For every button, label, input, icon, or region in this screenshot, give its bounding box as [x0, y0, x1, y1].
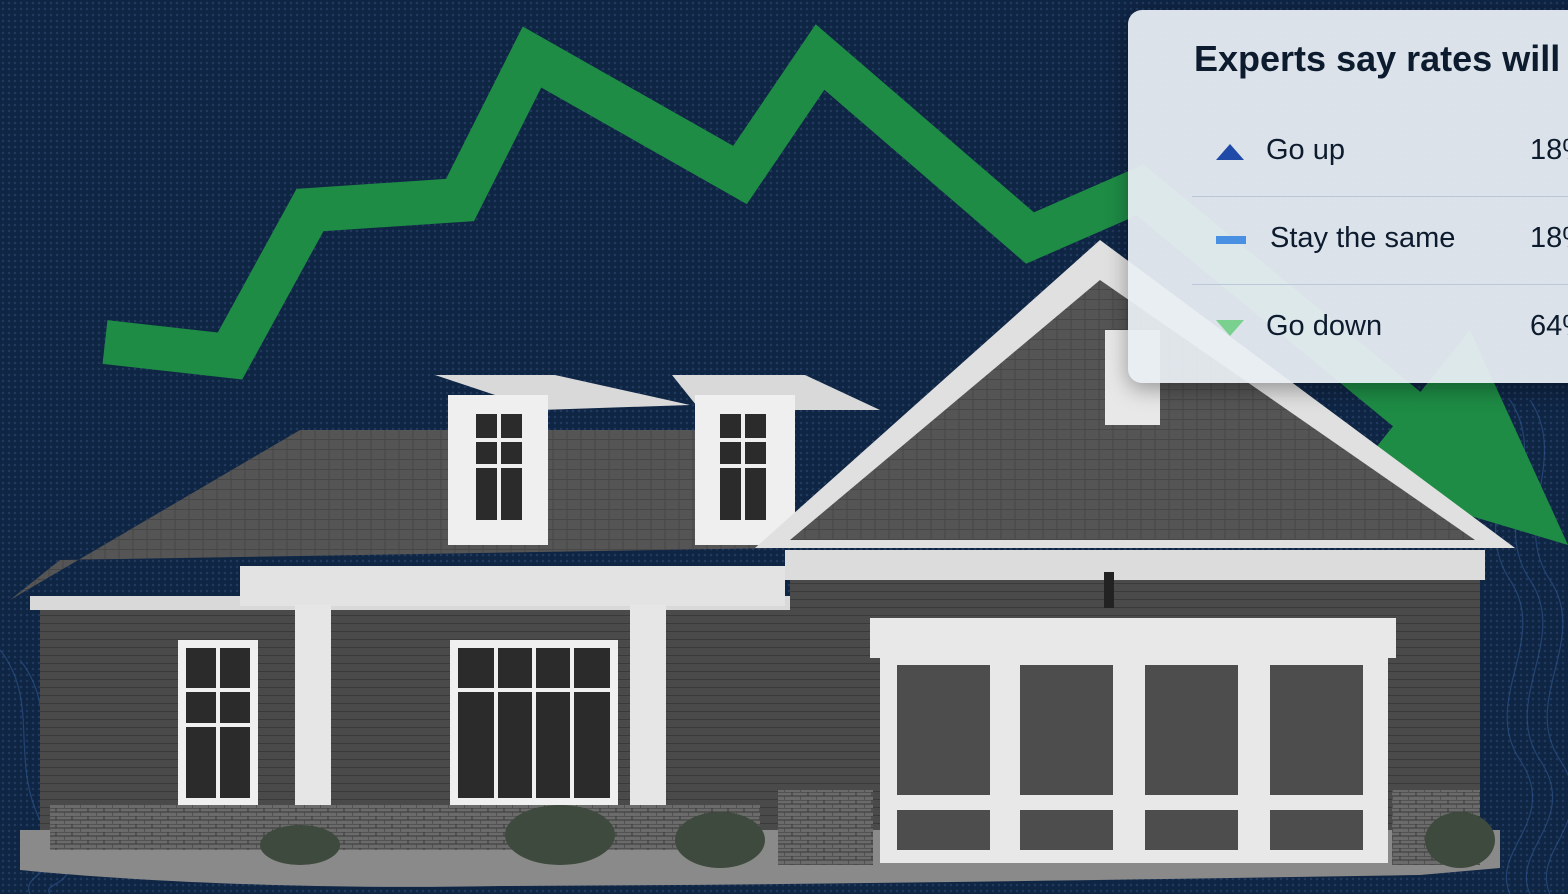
poll-title: Experts say rates will: [1194, 38, 1561, 79]
poll-row-stay-the-same: Stay the same 18%: [1192, 196, 1568, 285]
triangle-down-icon: [1216, 320, 1244, 336]
poll-row-label: Go down: [1266, 310, 1383, 342]
poll-row-label: Stay the same: [1270, 222, 1456, 254]
triangle-up-icon: [1216, 144, 1244, 160]
poll-row-go-down: Go down 64%: [1192, 284, 1568, 372]
poll-row-value: 18%: [1530, 222, 1568, 254]
poll-row-go-up: Go up 18%: [1192, 108, 1568, 197]
poll-row-value: 18%: [1530, 134, 1568, 166]
trend-arrow-line: [102, 24, 1434, 437]
house: [10, 240, 1515, 887]
poll-row-label: Go up: [1266, 134, 1345, 166]
dash-icon: [1216, 236, 1246, 244]
poll-row-value: 64%: [1530, 310, 1568, 342]
rates-poll-card: Experts say rates will Go up 18% Stay th…: [1128, 10, 1568, 383]
